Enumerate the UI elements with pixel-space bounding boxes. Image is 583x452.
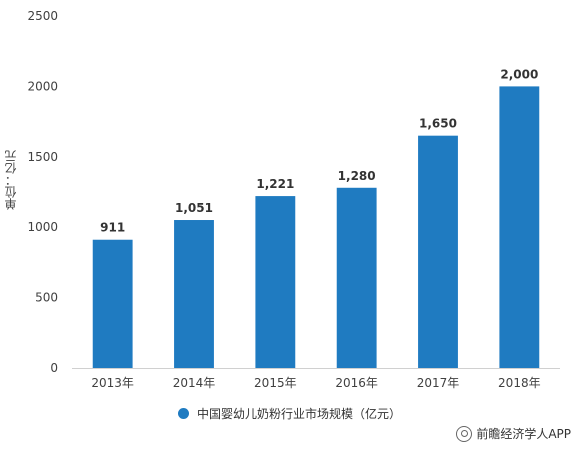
footer-brand-text: 前瞻经济学人APP xyxy=(476,427,571,441)
data-label: 2,000 xyxy=(500,67,538,81)
brand-logo-icon xyxy=(456,425,473,442)
x-tick-label: 2016年 xyxy=(335,376,378,390)
y-tick-label: 1000 xyxy=(27,220,58,234)
legend-marker xyxy=(178,407,189,419)
bar-2018年 xyxy=(499,86,540,369)
bar-2017年 xyxy=(418,135,458,368)
y-axis-label: 单位：亿元 xyxy=(4,150,18,210)
x-tick-label: 2013年 xyxy=(91,376,134,390)
x-tick-label: 2017年 xyxy=(417,376,460,390)
data-label: 1,650 xyxy=(419,117,457,131)
y-tick-label: 2000 xyxy=(27,79,58,93)
y-tick-label: 1500 xyxy=(27,150,58,164)
legend-label: 中国婴幼儿奶粉行业市场规模（亿元） xyxy=(197,406,402,421)
data-label: 911 xyxy=(100,221,125,235)
data-label: 1,221 xyxy=(256,177,294,191)
y-tick-label: 0 xyxy=(50,361,58,375)
y-tick-label: 2500 xyxy=(27,9,58,23)
x-tick-label: 2015年 xyxy=(254,376,297,390)
bar-2013年 xyxy=(92,239,133,368)
x-tick-label: 2014年 xyxy=(173,376,216,390)
y-tick-label: 500 xyxy=(35,291,58,305)
legend: 中国婴幼儿奶粉行业市场规模（亿元） xyxy=(178,403,401,423)
footer-brand: 前瞻经济学人APP xyxy=(456,425,571,442)
bar-2015年 xyxy=(255,196,296,368)
data-label: 1,280 xyxy=(338,169,376,183)
data-label: 1,051 xyxy=(175,201,213,215)
x-tick-label: 2018年 xyxy=(498,376,541,390)
bar-2016年 xyxy=(336,187,377,368)
bar-2014年 xyxy=(174,220,214,368)
